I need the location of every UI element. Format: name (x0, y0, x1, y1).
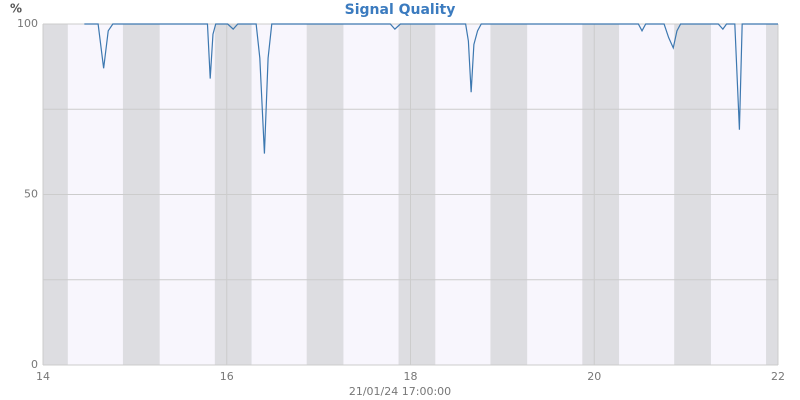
x-tick-label: 22 (771, 370, 785, 383)
chart-title: Signal Quality (345, 2, 456, 18)
y-tick-label: 0 (31, 358, 38, 371)
y-tick-label: 100 (17, 17, 38, 30)
x-tick-label: 14 (36, 370, 50, 383)
y-tick-label: 50 (24, 188, 38, 201)
x-tick-label: 16 (220, 370, 234, 383)
y-unit: % (10, 2, 22, 16)
x-tick-label: 18 (404, 370, 418, 383)
series-line (84, 23, 778, 154)
x-tick-label: 20 (587, 370, 601, 383)
x-axis-label: 21/01/24 17:00:00 (349, 385, 451, 398)
